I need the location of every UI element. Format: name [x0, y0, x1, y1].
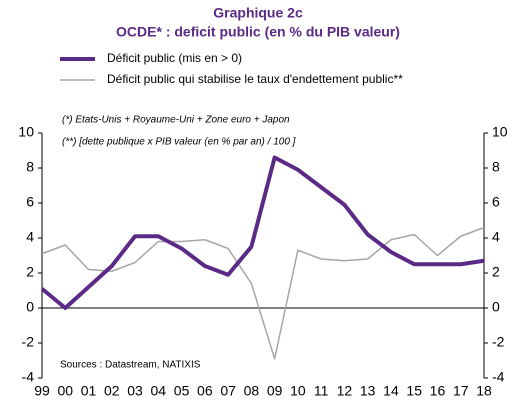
x-tick-label: 08: [244, 383, 260, 399]
y-tick-label: 6: [26, 194, 34, 210]
legend-label: Déficit public (mis en > 0): [107, 51, 242, 65]
y2-tick-label: 10: [492, 124, 508, 140]
x-tick-label: 16: [430, 383, 446, 399]
y2-tick-label: -2: [492, 334, 505, 350]
y-tick-label: -4: [22, 369, 35, 385]
x-tick-label: 03: [127, 383, 143, 399]
x-tick-label: 01: [81, 383, 97, 399]
x-tick-label: 02: [104, 383, 120, 399]
x-tick-label: 09: [267, 383, 283, 399]
annotation: (**) [dette publique x PIB valeur (en % …: [62, 137, 296, 148]
y2-tick-label: 8: [492, 159, 500, 175]
y2-tick-label: 2: [492, 264, 500, 280]
x-tick-label: 05: [174, 383, 190, 399]
x-tick-label: 99: [34, 383, 50, 399]
series-line: [40, 155, 485, 310]
x-tick-label: 14: [383, 383, 399, 399]
x-tick-label: 15: [406, 383, 422, 399]
x-tick-label: 00: [57, 383, 73, 399]
annotation: (*) Etats-Unis + Royaume-Uni + Zone euro…: [62, 115, 290, 126]
y2-tick-label: -4: [492, 369, 505, 385]
y2-tick-label: 6: [492, 194, 500, 210]
x-tick-label: 10: [290, 383, 306, 399]
y-tick-label: 8: [26, 159, 34, 175]
y-tick-label: -2: [22, 334, 35, 350]
y2-tick-label: 0: [492, 299, 500, 315]
x-tick-label: 11: [314, 383, 329, 399]
chart-subtitle: OCDE* : deficit public (en % du PIB vale…: [116, 24, 400, 40]
legend-label: Déficit public qui stabilise le taux d'e…: [107, 72, 403, 86]
y-tick-label: 10: [18, 124, 34, 140]
x-tick-label: 07: [220, 383, 236, 399]
y-tick-label: 0: [26, 299, 34, 315]
x-tick-label: 17: [453, 383, 469, 399]
series-line: [41, 226, 485, 360]
x-tick-label: 18: [476, 383, 492, 399]
x-tick-label: 04: [151, 383, 167, 399]
x-tick-label: 13: [360, 383, 376, 399]
x-tick-label: 12: [337, 383, 353, 399]
y2-tick-label: 4: [492, 229, 500, 245]
y-tick-label: 4: [26, 229, 34, 245]
chart-title: Graphique 2c: [213, 5, 303, 21]
x-tick-label: 06: [197, 383, 213, 399]
annotation: Sources : Datastream, NATIXIS: [60, 360, 201, 371]
y-tick-label: 2: [26, 264, 34, 280]
